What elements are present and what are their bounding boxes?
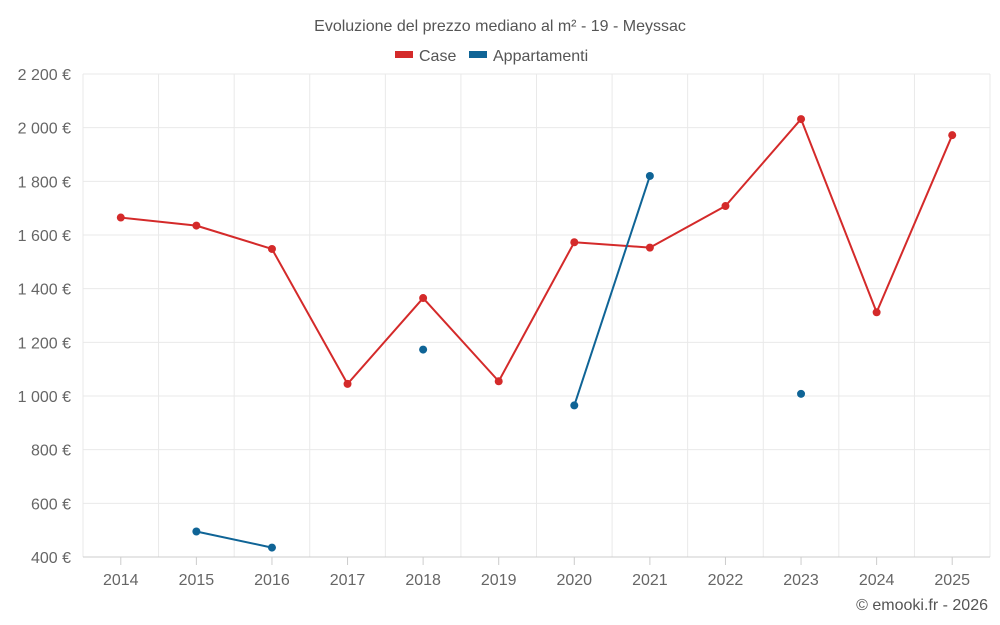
x-tick-label: 2021 [632,572,668,589]
series-layer [116,115,957,552]
y-tick-label: 1 600 € [18,228,71,245]
x-gridlines [82,74,991,557]
y-tick-label: 1 400 € [18,282,71,299]
x-axis-labels: 2014 2015 2016 2017 2018 2019 2020 2021 2022 2023… [103,572,970,589]
data-point-case-2025[interactable] [948,131,957,140]
data-point-appartamenti-2015[interactable] [192,527,201,536]
y-tick-label: 2 000 € [18,121,71,138]
data-point-appartamenti-2018[interactable] [419,345,428,354]
y-tick-label: 1 200 € [18,335,71,352]
data-point-appartamenti-2016[interactable] [267,543,276,552]
x-tick-label: 2023 [783,572,819,589]
legend: Case Appartamenti [395,48,588,65]
chart-title: Evoluzione del prezzo mediano al m² - 19… [314,18,686,35]
data-point-case-2019[interactable] [494,377,503,386]
x-tick-label: 2014 [103,572,139,589]
y-tick-label: 400 € [31,550,71,567]
legend-swatch-case [395,51,413,58]
y-tick-label: 600 € [31,496,71,513]
x-tick-label: 2025 [934,572,970,589]
data-point-case-2020[interactable] [570,238,579,247]
x-tick-label: 2015 [179,572,215,589]
y-tick-label: 2 200 € [18,67,71,84]
x-tick-label: 2016 [254,572,290,589]
data-point-case-2024[interactable] [872,308,881,317]
x-axis-ticks [120,557,953,565]
x-tick-label: 2017 [330,572,366,589]
series-line-case [120,118,954,385]
x-tick-label: 2018 [405,572,441,589]
credit-text: © emooki.fr - 2026 [856,597,988,614]
data-point-appartamenti-2020[interactable] [570,401,579,410]
y-axis-labels: 400 € 600 € 800 € 1 000 € 1 200 € 1 400 € 1 60… [18,67,71,567]
data-point-appartamenti-2023[interactable] [797,389,806,398]
x-tick-label: 2020 [556,572,592,589]
x-tick-label: 2022 [708,572,744,589]
data-point-appartamenti-2021[interactable] [645,171,654,180]
series-appartamenti [192,171,806,552]
series-line-appartamenti [573,175,651,406]
legend-label-appartamenti: Appartamenti [493,48,588,65]
legend-item-appartamenti[interactable]: Appartamenti [469,48,588,65]
data-point-case-2014[interactable] [116,213,125,222]
data-point-case-2015[interactable] [192,221,201,230]
data-point-case-2018[interactable] [419,294,428,303]
series-case [116,115,957,388]
x-tick-label: 2019 [481,572,517,589]
y-tick-label: 800 € [31,443,71,460]
x-tick-label: 2024 [859,572,895,589]
data-point-case-2022[interactable] [721,202,730,211]
data-point-case-2023[interactable] [797,115,806,124]
legend-swatch-appartamenti [469,51,487,58]
legend-item-case[interactable]: Case [395,48,456,65]
data-point-case-2017[interactable] [343,379,352,388]
data-point-case-2016[interactable] [267,244,276,253]
y-tick-label: 1 000 € [18,389,71,406]
y-tick-label: 1 800 € [18,174,71,191]
legend-label-case: Case [419,48,456,65]
series-line-appartamenti [196,530,273,549]
data-point-case-2021[interactable] [645,243,654,252]
